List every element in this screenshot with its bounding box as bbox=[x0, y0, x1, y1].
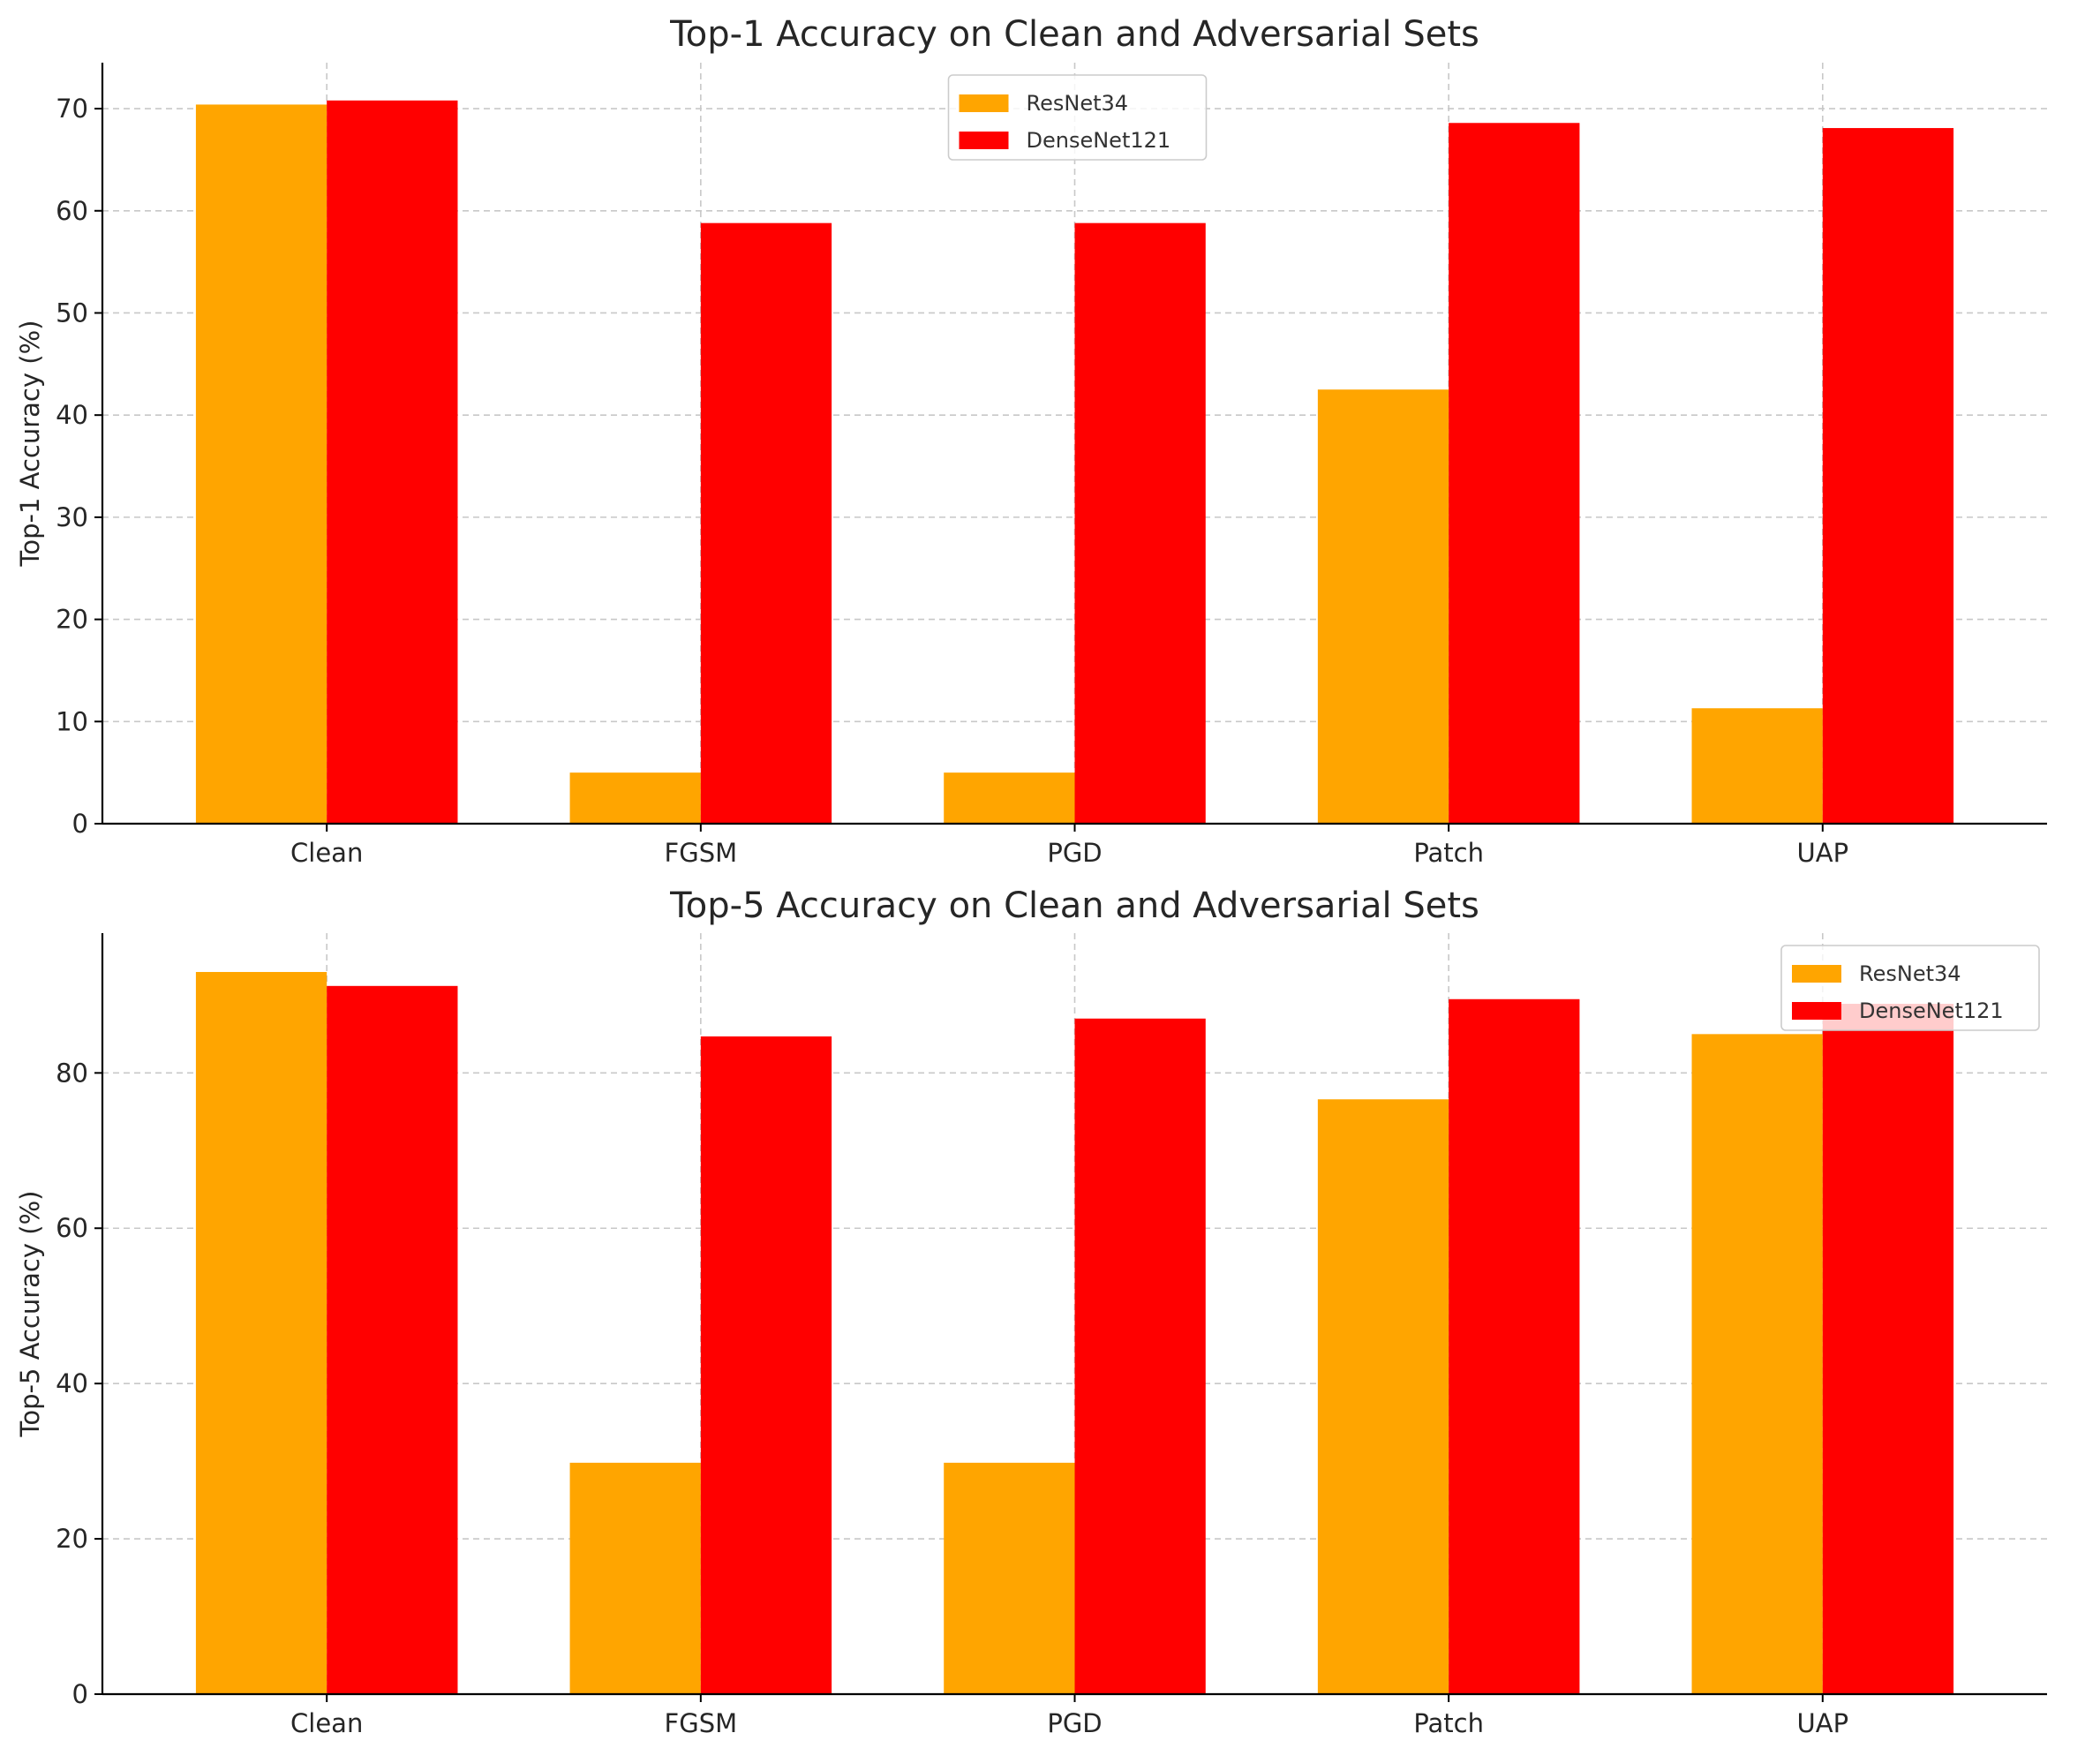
top5-legend-frame bbox=[1780, 945, 2040, 1031]
top5-xtick-label-uap: UAP bbox=[1797, 1708, 1849, 1738]
top1-bar-densenet121-clean bbox=[327, 100, 458, 825]
top1-bar-resnet34-patch bbox=[1317, 389, 1449, 824]
top1-bar-densenet121-uap bbox=[1822, 128, 1954, 824]
top1-bar-resnet34-fgsm bbox=[569, 772, 701, 824]
top1-y-axis-label: Top-1 Accuracy (%) bbox=[15, 320, 45, 568]
top1-bar-densenet121-fgsm bbox=[700, 222, 832, 824]
top1-legend-frame bbox=[947, 74, 1208, 161]
top5-xtick-label-patch: Patch bbox=[1413, 1708, 1484, 1738]
top1-ytick-label: 50 bbox=[56, 298, 88, 328]
top5-bar-densenet121-pgd bbox=[1074, 1018, 1206, 1694]
top5-bar-resnet34-clean bbox=[195, 971, 327, 1694]
top5-bar-resnet34-patch bbox=[1317, 1099, 1449, 1694]
top5-bar-densenet121-uap bbox=[1822, 1004, 1954, 1694]
top1-xtick-label-fgsm: FGSM bbox=[665, 838, 738, 868]
top1-ytick-label: 40 bbox=[56, 400, 88, 430]
top5-legend-label-densenet121: DenseNet121 bbox=[1859, 998, 2004, 1023]
top5-ytick-label: 40 bbox=[56, 1368, 88, 1398]
top1-xtick-label-pgd: PGD bbox=[1047, 838, 1102, 868]
top5-bar-resnet34-uap bbox=[1691, 1034, 1823, 1694]
top1-chart-title: Top-1 Accuracy on Clean and Adversarial … bbox=[669, 14, 1479, 55]
top5-chart-title: Top-5 Accuracy on Clean and Adversarial … bbox=[669, 885, 1479, 926]
top5-legend: ResNet34 DenseNet121 bbox=[1780, 945, 2040, 1031]
top1-xtick-label-patch: Patch bbox=[1413, 838, 1484, 868]
top1-legend-label-resnet34: ResNet34 bbox=[1027, 91, 1129, 116]
top5-ytick-label: 60 bbox=[56, 1213, 88, 1243]
top1-legend-swatch-resnet34 bbox=[959, 94, 1009, 112]
top1-bar-resnet34-pgd bbox=[944, 772, 1075, 824]
top1-legend-label-densenet121: DenseNet121 bbox=[1027, 128, 1171, 153]
top1-bar-resnet34-uap bbox=[1691, 708, 1823, 824]
top1-ytick-label: 60 bbox=[56, 196, 88, 226]
top1-ytick-label: 30 bbox=[56, 502, 88, 532]
top1-legend-swatch-densenet121 bbox=[959, 132, 1009, 149]
top5-y-axis-label: Top-5 Accuracy (%) bbox=[15, 1191, 45, 1438]
top1-ytick-label: 20 bbox=[56, 605, 88, 635]
top1-legend: ResNet34 DenseNet121 bbox=[947, 74, 1208, 161]
top5-ytick-label: 80 bbox=[56, 1058, 88, 1088]
top1-ytick-label: 70 bbox=[56, 94, 88, 124]
top5-xtick-label-clean: Clean bbox=[290, 1708, 363, 1738]
top1-ytick-label: 10 bbox=[56, 706, 88, 736]
top5-xtick-label-pgd: PGD bbox=[1047, 1708, 1102, 1738]
top1-xtick-label-uap: UAP bbox=[1797, 838, 1849, 868]
top5-chart: 0 20 40 60 80 Clean FGSM PGD Patch UAP Top-5 Accur… bbox=[15, 885, 2047, 1738]
top1-ytick-label: 0 bbox=[72, 809, 88, 839]
top1-bar-resnet34-clean bbox=[195, 104, 327, 825]
top1-bar-densenet121-patch bbox=[1449, 123, 1580, 825]
top5-legend-swatch-resnet34 bbox=[1792, 965, 1841, 983]
top1-chart: 0 10 20 30 40 50 60 70 Clean FGSM PGD Patch UAP Top-1… bbox=[15, 14, 2047, 868]
top5-bar-resnet34-pgd bbox=[944, 1462, 1075, 1694]
top5-bar-densenet121-patch bbox=[1449, 998, 1580, 1694]
top5-ytick-label: 20 bbox=[56, 1524, 88, 1554]
top1-bar-densenet121-pgd bbox=[1074, 222, 1206, 824]
top5-xtick-label-fgsm: FGSM bbox=[665, 1708, 738, 1738]
top5-legend-swatch-densenet121 bbox=[1792, 1002, 1841, 1020]
top5-ytick-label: 0 bbox=[72, 1679, 88, 1709]
top5-bar-densenet121-clean bbox=[327, 985, 458, 1694]
top1-xtick-label-clean: Clean bbox=[290, 838, 363, 868]
top5-bar-resnet34-fgsm bbox=[569, 1462, 701, 1694]
top5-bar-densenet121-fgsm bbox=[700, 1036, 832, 1694]
top5-legend-label-resnet34: ResNet34 bbox=[1859, 961, 1961, 986]
